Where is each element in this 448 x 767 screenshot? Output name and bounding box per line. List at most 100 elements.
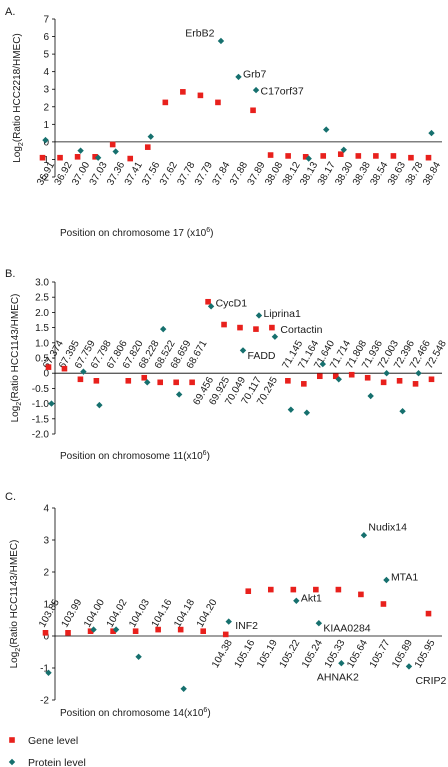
- x-axis-label-superscript: 6: [206, 227, 210, 234]
- point-annotation: INF2: [235, 620, 258, 632]
- x-axis-label: Position on chromosome 14(x106): [60, 707, 211, 719]
- gene-level-point: [269, 324, 275, 331]
- gene-level-point: [373, 153, 379, 159]
- gene-level-point: [285, 153, 291, 159]
- point-annotation: Nudix14: [368, 522, 407, 534]
- protein-level-point: [415, 370, 422, 377]
- point-annotation: KIAA0284: [323, 623, 370, 635]
- point-annotation: FADD: [248, 350, 276, 362]
- legend-gene-marker: [9, 737, 15, 743]
- protein-level-point: [147, 133, 154, 140]
- x-axis-label-superscript: 6: [203, 707, 207, 714]
- legend-protein-marker: [8, 758, 16, 766]
- y-tick-label: 0: [43, 369, 49, 380]
- gene-level-point: [245, 588, 252, 594]
- gene-level-point: [57, 154, 63, 161]
- y-axis-label-part: Log: [9, 652, 20, 669]
- protein-level-point: [360, 532, 368, 539]
- gene-level-point: [348, 371, 355, 378]
- gene-level-point: [109, 141, 116, 148]
- x-tick-label: 103.99: [60, 597, 85, 629]
- protein-level-point: [405, 663, 413, 670]
- gene-level-point: [425, 154, 432, 161]
- y-tick-label: 2: [43, 568, 49, 579]
- gene-level-point: [157, 379, 164, 386]
- gene-level-point: [335, 586, 342, 593]
- gene-level-point: [125, 378, 132, 384]
- point-annotation: MTA1: [391, 572, 418, 584]
- gene-level-point: [155, 626, 161, 633]
- y-tick-label: 3.0: [35, 278, 49, 289]
- gene-level-point: [162, 99, 169, 106]
- gene-level-point: [45, 364, 52, 370]
- gene-level-point: [39, 154, 46, 161]
- gene-level-point: [332, 373, 339, 380]
- x-tick-label: 105.16: [233, 638, 258, 670]
- y-axis-label-part: Log: [12, 146, 23, 163]
- y-tick-label: 0: [43, 632, 49, 643]
- gene-level-point: [173, 379, 179, 386]
- gene-level-point: [408, 154, 414, 161]
- protein-level-point: [239, 347, 247, 354]
- gene-level-point: [180, 89, 186, 95]
- gene-level-point: [127, 155, 134, 162]
- gene-level-point: [87, 628, 94, 634]
- protein-level-point: [323, 126, 330, 133]
- y-tick-label: 6: [43, 32, 49, 43]
- panel-label: A.: [5, 6, 15, 18]
- x-tick-label: 105.24: [300, 638, 325, 670]
- gene-level-point: [77, 376, 84, 383]
- panel-label: C.: [5, 491, 16, 503]
- x-axis-label-superscript: 6: [203, 450, 207, 457]
- x-tick-label: 103.85: [37, 597, 62, 629]
- protein-level-point: [80, 368, 87, 375]
- x-tick-label: 105.19: [255, 638, 280, 670]
- x-tick-label: 105.33: [323, 638, 348, 670]
- y-tick-label: 1: [43, 120, 49, 131]
- point-annotation: CycD1: [216, 297, 248, 309]
- y-tick-label: -1.0: [32, 399, 50, 410]
- gene-level-point: [301, 381, 307, 387]
- gene-level-point: [221, 321, 227, 328]
- x-tick-label: 104.18: [172, 597, 197, 629]
- gene-level-point: [197, 92, 204, 99]
- x-tick-label: 104.16: [150, 597, 175, 629]
- x-axis-label-text: ): [210, 228, 213, 239]
- y-axis-label-part: (Ratio HCC1143/HMEC): [9, 540, 20, 648]
- protein-level-point: [303, 409, 311, 416]
- point-annotation: Cortactin: [280, 324, 322, 336]
- gene-level-point: [425, 610, 432, 617]
- protein-level-point: [235, 73, 242, 81]
- y-tick-label: -2: [40, 173, 49, 184]
- protein-level-point: [42, 136, 49, 144]
- point-annotation: AHNAK2: [317, 672, 359, 684]
- chart-panel-b: B. -2.0 -1.5 -1.0 -0.5 0 0.5 1.0 1.5 2.0 2.5 3.0 Log…: [5, 268, 448, 462]
- y-tick-label: 1.0: [35, 338, 49, 349]
- gene-level-point: [290, 586, 297, 593]
- gene-level-point: [320, 153, 327, 159]
- x-tick-label: 104.03: [127, 597, 152, 629]
- y-axis-label-subscript: 2: [16, 402, 23, 406]
- x-tick-label: 105.64: [345, 638, 370, 670]
- x-axis-label-text: Position on chromosome 17 (x10: [60, 228, 207, 239]
- y-tick-label: -2: [40, 696, 49, 707]
- y-tick-label: 2.0: [35, 308, 49, 319]
- protein-level-point: [315, 620, 323, 627]
- x-axis-label-text: Position on chromosome 14(x10: [60, 708, 204, 719]
- gene-level-point: [141, 374, 148, 381]
- point-annotation: Akt1: [301, 592, 322, 604]
- x-tick-label: 38.84: [421, 160, 443, 188]
- legend: Gene level Protein level: [8, 735, 86, 767]
- gene-level-point: [92, 154, 98, 160]
- point-annotation: Liprina1: [263, 308, 301, 320]
- y-axis-label: Log2(Ratio HCC1143/HMEC): [9, 540, 22, 669]
- point-annotation: Grb7: [243, 68, 267, 80]
- protein-level-point: [160, 325, 167, 333]
- protein-level-point: [367, 392, 374, 400]
- gene-level-point: [313, 586, 319, 593]
- y-tick-label: 1.5: [35, 323, 49, 334]
- y-tick-label: 0.5: [35, 354, 49, 365]
- y-tick-label: 2: [43, 102, 49, 113]
- protein-level-point: [383, 370, 390, 377]
